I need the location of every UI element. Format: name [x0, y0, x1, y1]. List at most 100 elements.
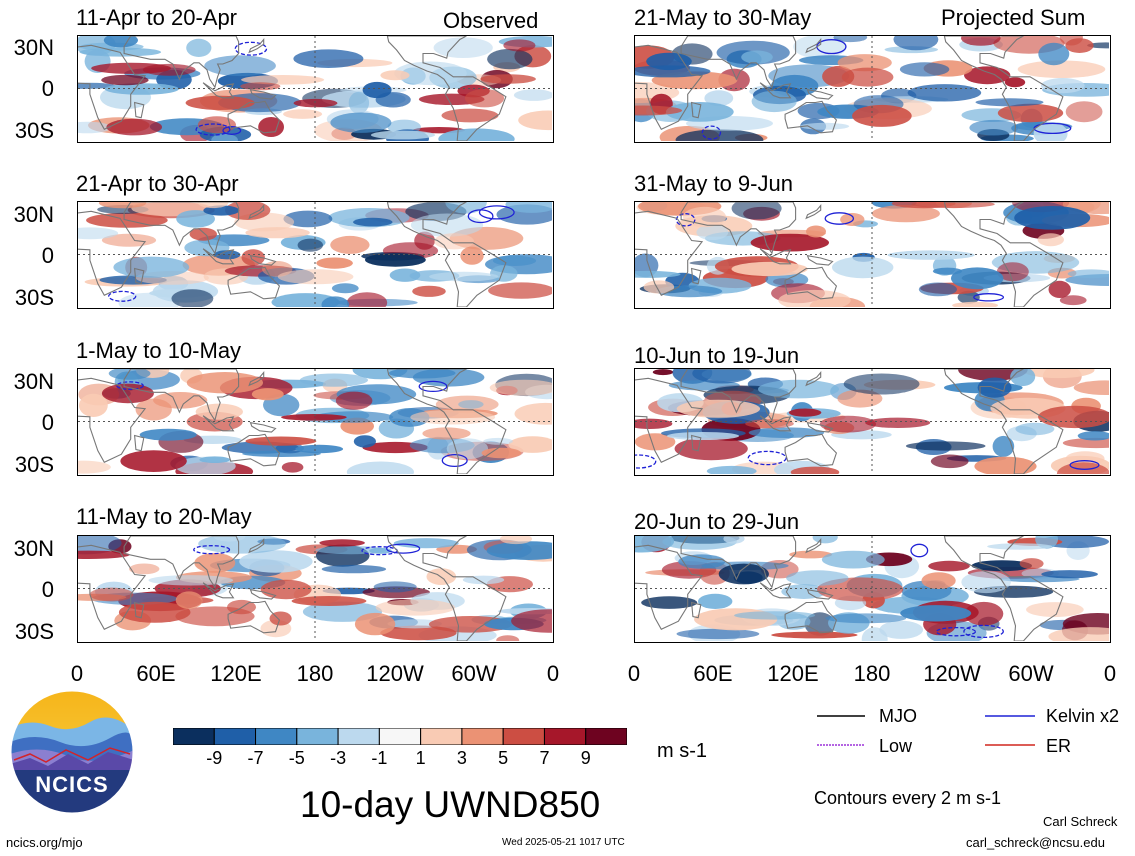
anomaly-patch: [821, 550, 885, 569]
anomaly-patch: [1033, 121, 1068, 141]
anomaly-patch: [900, 605, 972, 622]
xlabel-0-end: 0: [546, 661, 560, 686]
anomaly-patch: [353, 435, 376, 448]
colorbar-tick-label: -7: [247, 748, 264, 768]
colorbar-unit: m s-1: [657, 740, 707, 762]
colorbar-tick-label: 1: [415, 748, 426, 768]
panel-title-p6: 31-May to 9-Jun: [634, 171, 793, 196]
anomaly-patch: [1026, 602, 1084, 618]
kelvin-contour: [418, 380, 448, 393]
anomaly-patch: [480, 74, 536, 84]
anomaly-patch: [79, 393, 108, 417]
footer-email[interactable]: carl_schreck@ncsu.edu: [966, 835, 1105, 850]
anomaly-patch: [771, 631, 858, 639]
anomaly-patch: [635, 536, 675, 553]
legend-swatches: [817, 715, 1035, 746]
anomaly-patch: [635, 105, 683, 116]
colorbar-tick-label: -9: [206, 748, 223, 768]
kelvin-contour: [747, 450, 787, 466]
ylabel-30n: 30N: [13, 536, 54, 561]
anomaly-patch: [98, 202, 147, 209]
anomaly-patch: [194, 553, 236, 573]
legend-label-mjo: MJO: [879, 706, 917, 726]
xlabel-120e: 120E: [210, 661, 262, 686]
anomaly-patch: [971, 560, 1032, 572]
kelvin-contour: [385, 543, 421, 554]
map-panel-p3: [77, 368, 554, 476]
anomaly-patch: [1021, 369, 1095, 379]
anomaly-patch: [674, 437, 748, 461]
anomaly-patch: [786, 570, 849, 586]
anomaly-patch: [108, 369, 151, 380]
legend: MJO Kelvin x2 Low ER: [815, 704, 1135, 774]
main-title: 10-day UWND850: [300, 784, 601, 825]
colorbar-tick-label: 7: [539, 748, 550, 768]
kelvin-contour: [675, 213, 696, 227]
anomaly-patch: [176, 210, 215, 228]
anomaly-patch: [1048, 280, 1071, 298]
anomaly-patch: [299, 373, 368, 387]
anomaly-patch: [832, 256, 894, 279]
map-panel-p8: [634, 535, 1111, 643]
anomaly-patch: [394, 61, 467, 86]
panel-title-p4: 11-May to 20-May: [76, 504, 252, 529]
anomaly-patch: [666, 432, 740, 440]
anomaly-patch: [723, 536, 745, 544]
anomaly-patch: [918, 282, 957, 297]
footer-url[interactable]: ncics.org/mjo: [6, 835, 83, 850]
anomaly-patch: [281, 414, 347, 421]
anomaly-patch: [373, 581, 417, 593]
anomaly-patch: [871, 204, 940, 223]
anomaly-patch: [242, 450, 321, 457]
colorbar-swatch: [502, 727, 545, 746]
anomaly-patch: [171, 289, 214, 307]
anomaly-patch: [840, 213, 865, 226]
anomaly-patch: [969, 119, 1019, 136]
anomaly-patch: [348, 91, 370, 114]
anomaly-patch: [1014, 206, 1091, 230]
anomaly-patch: [652, 369, 674, 376]
ylabel-eq: 0: [41, 76, 54, 101]
colorbar-swatch: [543, 727, 587, 746]
anomaly-patch: [865, 417, 931, 428]
anomaly-patch: [380, 70, 410, 81]
coastline: [635, 202, 1064, 307]
kelvin-contour: [195, 123, 231, 136]
anomaly-patch: [899, 62, 950, 77]
anomaly-patch: [731, 202, 782, 220]
anomaly-patch: [245, 436, 317, 446]
xlabel-180: 180: [296, 661, 334, 686]
anomaly-patch: [518, 110, 552, 131]
kelvin-contour: [234, 41, 268, 56]
anomaly-patch: [153, 392, 208, 409]
panel-title-p3: 1-May to 10-May: [76, 338, 242, 363]
footer-timestamp: Wed 2025-05-21 1017 UTC: [502, 837, 625, 848]
anomaly-patch: [789, 550, 833, 559]
anomaly-patch: [321, 564, 387, 574]
anomaly-patch: [643, 280, 675, 294]
colorbar-tick-label: -1: [371, 748, 388, 768]
contours-note: Contours every 2 m s-1: [814, 788, 1002, 808]
anomaly-patch: [1017, 60, 1106, 79]
anomaly-patch: [422, 427, 471, 440]
colorbar-swatch: [461, 727, 504, 746]
anomaly-patch: [275, 443, 304, 454]
anomaly-patch: [460, 246, 484, 265]
anomaly-patch: [905, 441, 986, 451]
anomaly-patch: [489, 379, 552, 396]
colorbar-tick-label: 5: [498, 748, 509, 768]
anomaly-patch: [698, 593, 733, 609]
panel-tag-p5: Projected Sum: [941, 5, 1086, 30]
coastline: [78, 536, 507, 641]
anomaly-patch: [781, 584, 827, 599]
coastline: [78, 369, 507, 474]
anomaly-patch: [499, 536, 533, 545]
xlabel-0-end: 0: [1103, 661, 1117, 686]
anomaly-patch: [511, 609, 552, 633]
anomaly-patch: [464, 89, 505, 108]
anomaly-patch: [778, 289, 851, 307]
colorbar-tick-label: 3: [456, 748, 467, 768]
anomaly-patch: [353, 217, 393, 227]
anomaly-patch: [997, 103, 1064, 123]
colorbar-swatch: [296, 727, 339, 746]
